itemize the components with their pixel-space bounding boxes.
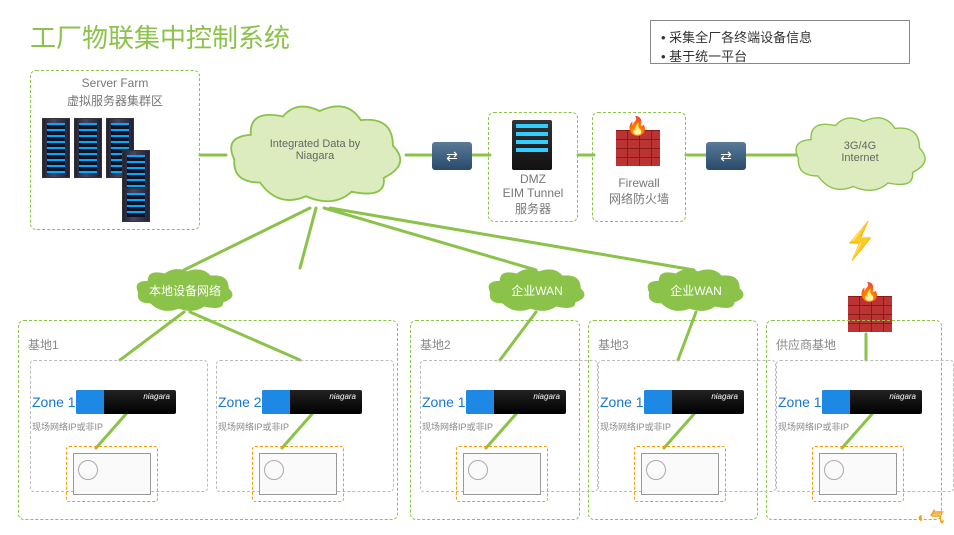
zone-label: Zone 2 <box>218 394 262 410</box>
zone-sublabel: 现场网络IP或非IP <box>600 420 671 433</box>
base-label: 基地1 <box>28 336 59 353</box>
switch-icon <box>706 142 746 170</box>
machine-box <box>252 446 344 502</box>
zone-sublabel: 现场网络IP或非IP <box>778 420 849 433</box>
main-cloud-text: Integrated Data byNiagara <box>220 138 410 162</box>
zone-sublabel: 现场网络IP或非IP <box>32 420 103 433</box>
firewall-icon: 🔥 <box>616 130 660 166</box>
zone-label: Zone 1 <box>32 394 76 410</box>
base-label: 基地2 <box>420 336 451 353</box>
info-box: • 采集全厂各终端设备信息 • 基于统一平台 <box>650 20 910 64</box>
info-line-1: • 采集全厂各终端设备信息 <box>661 27 899 46</box>
server-farm-title2: 虚拟服务器集群区 <box>30 92 200 109</box>
server-icon <box>512 120 552 170</box>
zone-label: Zone 1 <box>600 394 644 410</box>
server-rack-icon <box>42 118 70 178</box>
machine-box <box>634 446 726 502</box>
internet-cloud: 3G/4GInternet <box>790 110 930 200</box>
main-cloud: Integrated Data byNiagara <box>220 100 410 210</box>
machine-box <box>66 446 158 502</box>
zone-sublabel: 现场网络IP或非IP <box>422 420 493 433</box>
niagara-device-icon: niagara <box>822 390 922 414</box>
server-rack-icon <box>122 188 150 222</box>
firewall-label: Firewall网络防火墙 <box>592 176 686 207</box>
server-farm-title1: Server Farm <box>30 76 200 90</box>
niagara-device-icon: niagara <box>466 390 566 414</box>
dmz-label: DMZEIM Tunnel服务器 <box>488 172 578 217</box>
niagara-device-icon: niagara <box>644 390 744 414</box>
base-label: 供应商基地 <box>776 336 836 353</box>
network-cloud: 企业WAN <box>636 266 756 314</box>
machine-box <box>456 446 548 502</box>
logo: ◐ 气 <box>918 507 944 527</box>
base-label: 基地3 <box>598 336 629 353</box>
page-title: 工厂物联集中控制系统 <box>30 18 290 55</box>
network-cloud: 企业WAN <box>472 266 602 314</box>
zone-label: Zone 1 <box>422 394 466 410</box>
info-line-2: • 基于统一平台 <box>661 46 899 65</box>
niagara-device-icon: niagara <box>76 390 176 414</box>
server-rack-icon <box>74 118 102 178</box>
machine-box <box>812 446 904 502</box>
zone-label: Zone 1 <box>778 394 822 410</box>
internet-cloud-text: 3G/4GInternet <box>790 140 930 164</box>
switch-icon <box>432 142 472 170</box>
zone-sublabel: 现场网络IP或非IP <box>218 420 289 433</box>
network-cloud: 本地设备网络 <box>115 266 255 314</box>
lightning-icon: ⚡ <box>845 220 876 262</box>
niagara-device-icon: niagara <box>262 390 362 414</box>
